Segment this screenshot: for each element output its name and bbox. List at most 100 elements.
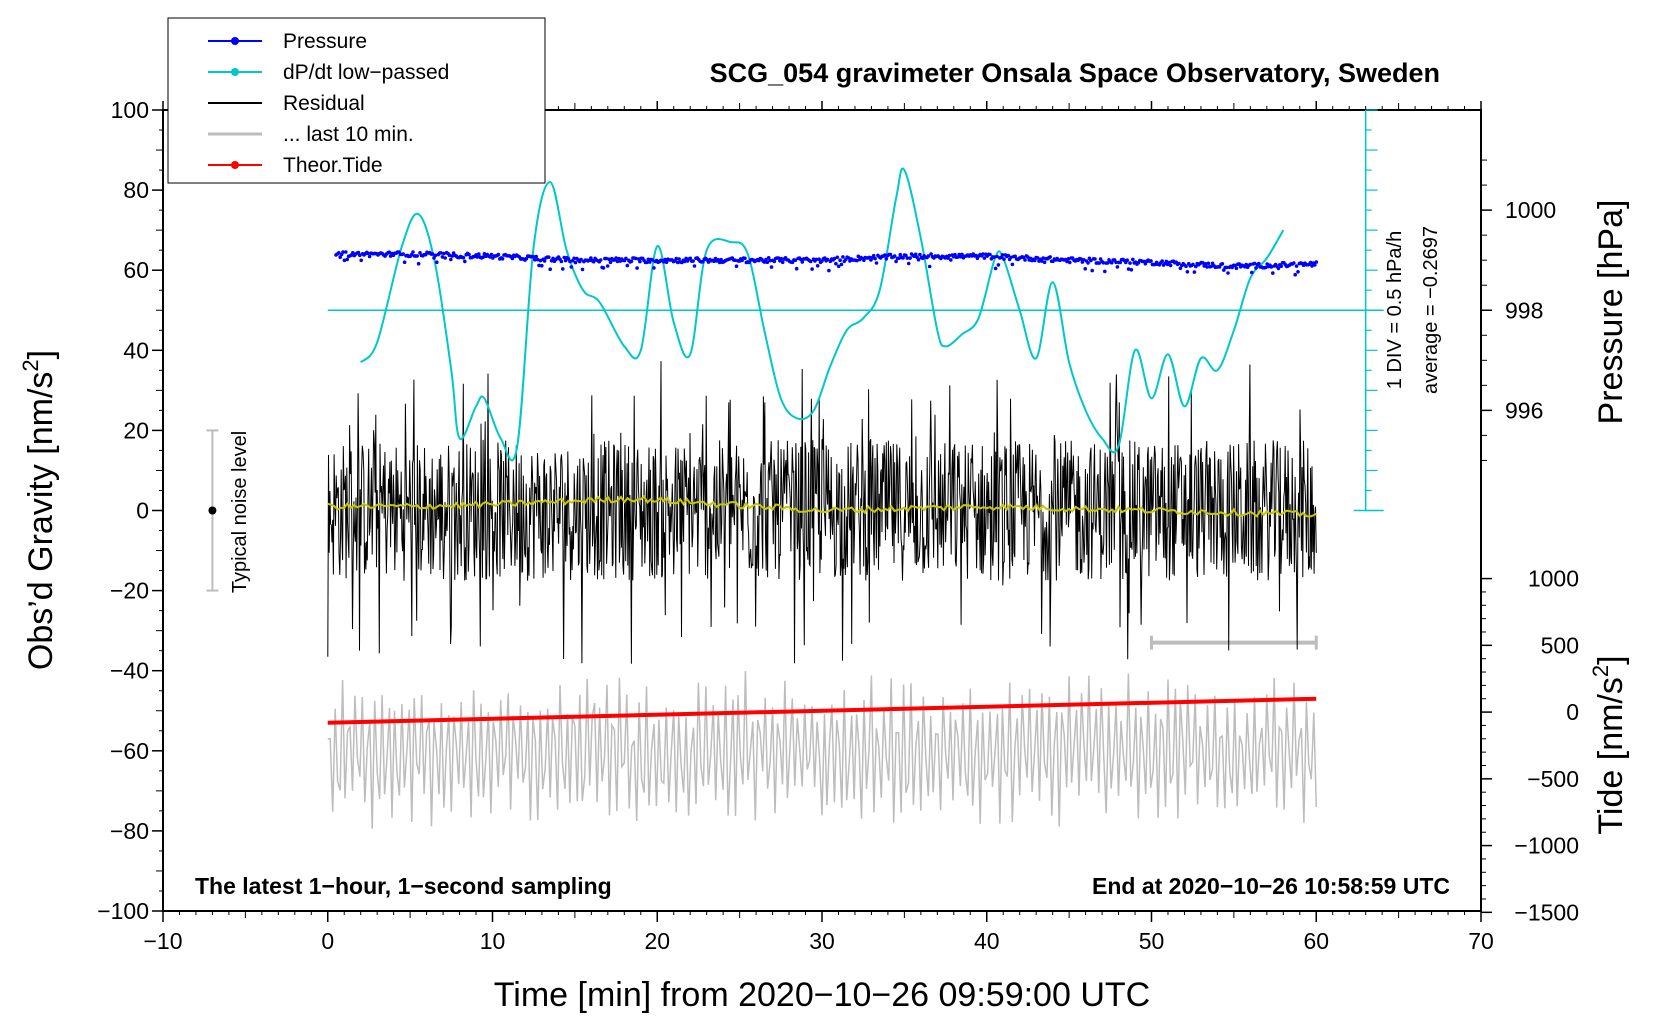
pressure-point [947, 253, 952, 258]
pressure-point [765, 260, 770, 265]
pressure-point [675, 260, 680, 265]
pressure-point [572, 256, 576, 261]
pressure-point [995, 254, 999, 259]
pressure-point [1293, 272, 1297, 277]
pressure-point [1103, 269, 1107, 274]
legend-marker [231, 37, 239, 45]
pressure-point [776, 256, 781, 260]
pressure-point [615, 259, 620, 264]
pressure-point [589, 256, 593, 260]
pressure-point [1308, 260, 1313, 265]
pressure-point [1209, 264, 1213, 269]
pressure-point [409, 252, 414, 257]
pressure-point [1041, 256, 1045, 260]
pressure-point [535, 257, 540, 262]
pressure-point [629, 259, 634, 264]
pressure-point [1013, 254, 1017, 259]
pressure-point [496, 252, 501, 257]
residual-series [327, 361, 1317, 664]
pressure-point [569, 265, 574, 269]
pressure-point [1234, 266, 1239, 271]
x-tick-label: 50 [1139, 928, 1165, 954]
y-axis-title-tide: Tide [nm/s2] [1588, 655, 1630, 834]
pressure-point [337, 251, 341, 255]
pressure-point [892, 254, 897, 258]
pressure-series [334, 250, 1319, 277]
note-end-time: End at 2020−10−26 10:58:59 UTC [1092, 873, 1450, 899]
pressure-point [443, 256, 448, 260]
pressure-point [1203, 262, 1208, 266]
pressure-point [836, 264, 841, 269]
legend-marker [231, 161, 239, 169]
pressure-point [601, 266, 606, 270]
y-tick-label: 60 [123, 257, 149, 283]
pressure-point [351, 251, 355, 255]
pressure-point [387, 250, 392, 254]
pressure-point [1089, 258, 1093, 263]
pressure-point [604, 256, 609, 261]
pressure-point [1279, 264, 1283, 269]
pressure-point [366, 251, 371, 256]
pressure-point [449, 257, 453, 262]
legend-label: Theor.Tide [283, 154, 383, 177]
pressure-point [1257, 261, 1261, 266]
pressure-point [1083, 267, 1087, 271]
pressure-point [825, 257, 830, 262]
pressure-point [822, 256, 827, 260]
legend-label: Pressure [283, 30, 367, 53]
pressure-point [500, 257, 505, 261]
pressure-point [743, 256, 747, 261]
cyan-baseline-group [327, 109, 1384, 512]
pressure-point [768, 258, 772, 263]
pressure-point [832, 256, 837, 261]
legend: Pressure dP/dt low−passed Residual ... last… [167, 17, 546, 184]
pressure-point [908, 256, 912, 260]
pressure-point [1131, 257, 1135, 262]
x-tick-label: 0 [321, 928, 334, 954]
pressure-point [537, 263, 541, 268]
legend-marker [231, 68, 239, 76]
pressure-point [568, 259, 572, 264]
pressure-point [573, 260, 578, 265]
pressure-point [650, 258, 655, 262]
pressure-point [794, 266, 799, 271]
pressure-point [1252, 261, 1257, 266]
pressure-point [691, 259, 695, 263]
pressure-point [810, 267, 814, 271]
y-tick-label: −60 [110, 738, 149, 764]
pressure-point [548, 267, 552, 272]
pressure-point [401, 252, 406, 256]
pressure-point [411, 250, 415, 254]
x-tick-label: −10 [143, 928, 182, 954]
pressure-point [467, 252, 471, 257]
pressure-point [1066, 257, 1071, 261]
pressure-point [1237, 262, 1241, 266]
x-axis-title: Time [min] from 2020−10−26 09:59:00 UTC [494, 976, 1150, 1014]
pressure-point [367, 254, 372, 259]
y-tick-label: 80 [123, 177, 149, 203]
pressure-point [607, 257, 611, 262]
pressure-point [1006, 253, 1010, 258]
tide-tick-label: 500 [1541, 632, 1579, 658]
pressure-point [1125, 258, 1129, 263]
pressure-point [1126, 267, 1131, 271]
pressure-point [929, 252, 933, 256]
pressure-point [1110, 260, 1114, 265]
pressure-point [993, 266, 998, 271]
pressure-point [793, 258, 798, 263]
pressure-point [342, 258, 347, 263]
pressure-point [734, 264, 739, 269]
pressure-point [1192, 270, 1197, 274]
pressure-point [547, 255, 551, 259]
residual-mean-series [327, 494, 1317, 518]
pressure-point [996, 263, 1001, 267]
pressure-point [358, 253, 362, 257]
pressure-point [1090, 268, 1094, 273]
pressure-point [817, 257, 821, 262]
note-latest-hour: The latest 1−hour, 1−second sampling [195, 873, 612, 899]
pressure-point [901, 256, 905, 260]
pressure-point [838, 258, 842, 263]
pressure-point [1296, 270, 1300, 274]
pressure-point [814, 257, 819, 262]
pressure-point [1105, 261, 1110, 265]
